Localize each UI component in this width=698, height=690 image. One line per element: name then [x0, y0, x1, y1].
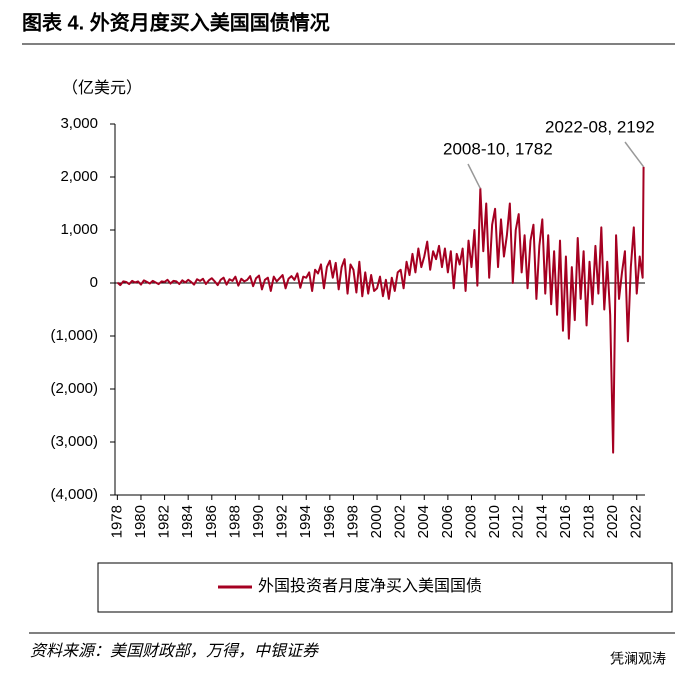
source: 资料来源：美国财政部，万得，中银证券	[30, 642, 320, 660]
annotation-leader	[467, 163, 482, 189]
x-tick-label: 2010	[486, 505, 503, 538]
x-tick-label: 2000	[368, 505, 385, 538]
y-tick-label: 1,000	[60, 221, 98, 238]
y-axis-label: （亿美元）	[62, 79, 142, 97]
x-tick-label: 2006	[439, 505, 456, 538]
y-tick-label: (1,000)	[50, 327, 98, 344]
x-tick-label: 2020	[604, 505, 621, 538]
x-tick-label: 2012	[510, 505, 527, 538]
annotation: 2022-08, 2192	[545, 117, 655, 136]
x-tick-label: 1994	[297, 505, 314, 538]
x-tick-label: 1980	[132, 505, 149, 538]
x-tick-label: 2008	[462, 505, 479, 538]
y-tick-label: 3,000	[60, 115, 98, 132]
y-tick-label: (2,000)	[50, 380, 98, 397]
x-tick-label: 1986	[203, 505, 220, 538]
x-tick-label: 2016	[557, 505, 574, 538]
x-tick-label: 1982	[156, 505, 173, 538]
x-tick-label: 1998	[344, 505, 361, 538]
x-tick-label: 1990	[250, 505, 267, 538]
annotation: 2008-10, 1782	[443, 139, 553, 158]
x-tick-label: 1992	[274, 505, 291, 538]
x-tick-label: 2022	[628, 505, 645, 538]
chart-title: 图表 4. 外资月度买入美国国债情况	[22, 10, 330, 34]
x-tick-label: 1984	[179, 505, 196, 538]
x-tick-label: 1978	[108, 505, 125, 538]
y-tick-label: (4,000)	[50, 486, 98, 503]
y-tick-label: (3,000)	[50, 433, 98, 450]
y-tick-label: 0	[90, 274, 98, 291]
x-tick-label: 2004	[415, 505, 432, 538]
legend-box	[97, 562, 673, 613]
x-tick-label: 1996	[321, 505, 338, 538]
x-tick-label: 1988	[226, 505, 243, 538]
x-tick-label: 2014	[533, 505, 550, 538]
y-tick-label: 2,000	[60, 168, 98, 185]
data-line	[116, 166, 645, 454]
watermark: 凭澜观涛	[610, 651, 666, 667]
legend-label: 外国投资者月度净买入美国国债	[258, 577, 482, 595]
x-tick-label: 2018	[580, 505, 597, 538]
annotation-leader	[624, 141, 645, 168]
x-tick-label: 2002	[392, 505, 409, 538]
